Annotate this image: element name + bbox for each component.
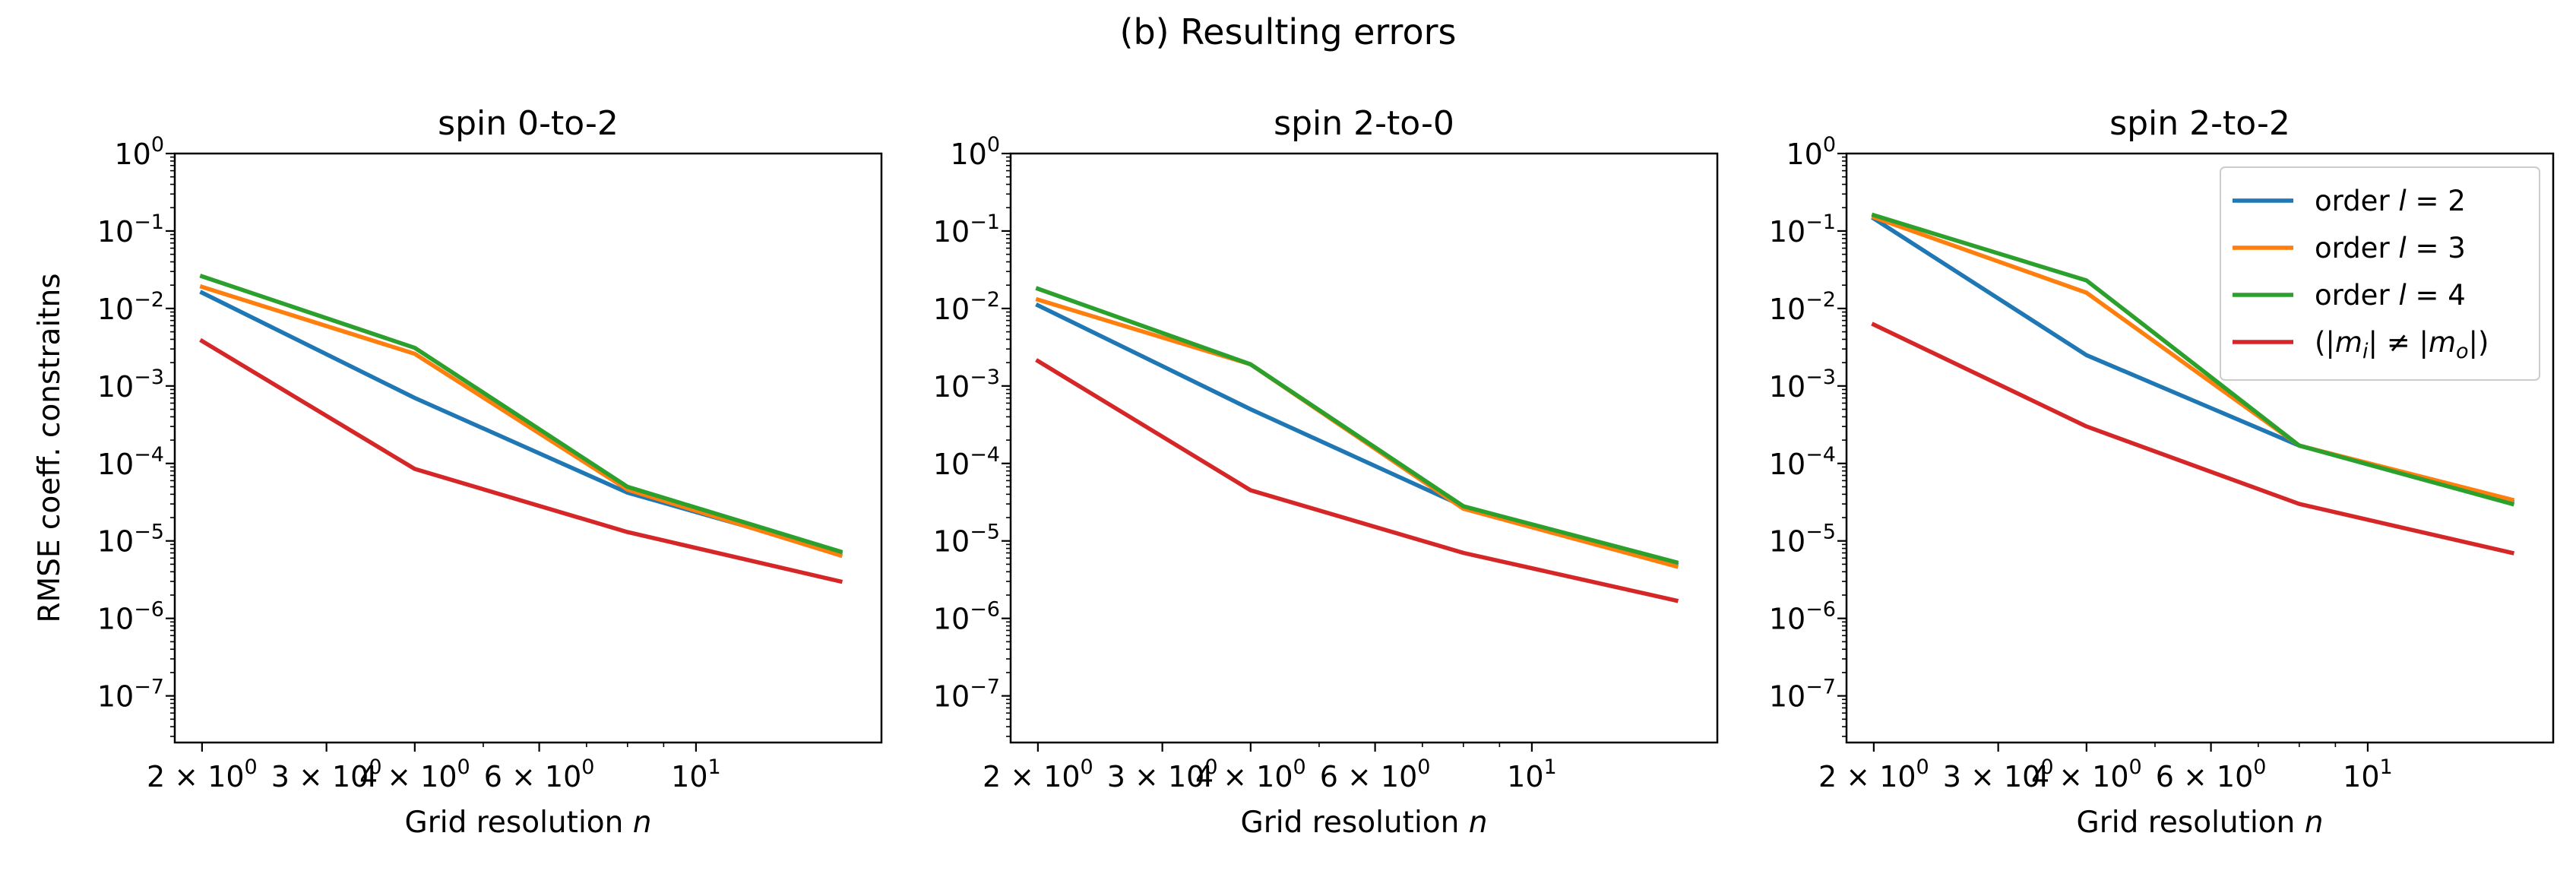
y-tick-label: 10−3 [933, 366, 1000, 404]
x-tick-label: 2 × 100 [147, 755, 258, 793]
legend-label-1: order l = 2 [2315, 185, 2466, 217]
y-tick-label: 10−3 [1769, 366, 1836, 404]
x-tick-label: 101 [2343, 755, 2393, 793]
y-tick-label: 10−7 [97, 676, 164, 714]
y-tick-label: 10−2 [1769, 288, 1836, 326]
x-axis-label: Grid resolution n [405, 806, 652, 840]
y-tick-label: 10−3 [97, 366, 164, 404]
series-line-4 [199, 337, 843, 584]
y-tick-label: 10−5 [97, 521, 164, 559]
y-tick-label: 10−6 [97, 598, 164, 636]
series-line-2 [199, 284, 843, 559]
y-tick-label: 10−2 [97, 288, 164, 326]
y-tick-label: 100 [1786, 133, 1836, 171]
x-tick-label: 4 × 100 [2031, 755, 2142, 793]
chart-panel-2: spin 2-to-0 100 10−1 10−2 10−3 10−4 10−5 10−6 10… [933, 104, 1719, 840]
legend: order l = 2 order l = 3 order l = 4 (|mi| ≠… [2220, 166, 2540, 381]
y-tick-label: 10−4 [933, 443, 1000, 481]
panel-title: spin 2-to-0 [1274, 104, 1454, 143]
x-tick-label: 3 × 100 [1107, 755, 1218, 793]
x-tick-label: 101 [1507, 755, 1557, 793]
y-tick-label: 10−7 [1769, 676, 1836, 714]
legend-label-4: (|mi| ≠ |mo|) [2315, 326, 2489, 363]
series-line-4 [1871, 321, 2515, 556]
x-tick-label: 101 [671, 755, 721, 793]
y-tick-label: 100 [114, 133, 164, 171]
y-tick-label: 10−1 [97, 211, 164, 249]
series-line-4 [1035, 358, 1679, 603]
panel-title: spin 2-to-2 [2109, 104, 2290, 143]
plot-area-frame [1845, 152, 2555, 744]
x-tick-label: 3 × 100 [1943, 755, 2054, 793]
y-axis-label: RMSE coeff. constraitns [33, 273, 67, 622]
y-tick-label: 10−1 [933, 211, 1000, 249]
series-line-3 [1871, 212, 2515, 507]
y-tick-label: 10−4 [1769, 443, 1836, 481]
plot-area-frame [1009, 152, 1719, 744]
y-tick-label: 10−2 [933, 288, 1000, 326]
panels: spin 0-to-2 100 10−1 10−2 10−3 10−4 10−5 10−6 10… [33, 104, 2555, 840]
series-line-3 [1035, 286, 1679, 565]
y-tick-label: 10−5 [933, 521, 1000, 559]
x-axis-label: Grid resolution n [1241, 806, 1488, 840]
y-tick-label: 10−6 [1769, 598, 1836, 636]
x-axis-label: Grid resolution n [2077, 806, 2324, 840]
panel-title: spin 0-to-2 [438, 104, 619, 143]
figure-title: (b) Resulting errors [1120, 11, 1457, 52]
x-tick-label: 6 × 100 [2156, 755, 2267, 793]
x-tick-label: 4 × 100 [1195, 755, 1306, 793]
plot-area-frame [173, 152, 883, 744]
y-tick-label: 100 [950, 133, 1000, 171]
y-tick-label: 10−5 [1769, 521, 1836, 559]
y-tick-label: 10−6 [933, 598, 1000, 636]
x-tick-label: 3 × 100 [271, 755, 382, 793]
legend-label-3: order l = 4 [2315, 279, 2466, 312]
x-tick-label: 2 × 100 [983, 755, 1093, 793]
x-tick-label: 2 × 100 [1818, 755, 1929, 793]
chart-panel-3: spin 2-to-2 100 10−1 10−2 10−3 10−4 10−5 10−6 10… [1769, 104, 2555, 840]
y-tick-label: 10−7 [933, 676, 1000, 714]
chart-panel-1: spin 0-to-2 100 10−1 10−2 10−3 10−4 10−5 10−6 10… [33, 104, 883, 840]
series-line-3 [199, 274, 843, 555]
x-tick-label: 6 × 100 [484, 755, 595, 793]
legend-label-2: order l = 3 [2315, 232, 2466, 264]
y-tick-label: 10−4 [97, 443, 164, 481]
legend-box [2220, 166, 2540, 381]
x-tick-label: 4 × 100 [359, 755, 470, 793]
x-tick-label: 6 × 100 [1320, 755, 1431, 793]
y-tick-label: 10−1 [1769, 211, 1836, 249]
